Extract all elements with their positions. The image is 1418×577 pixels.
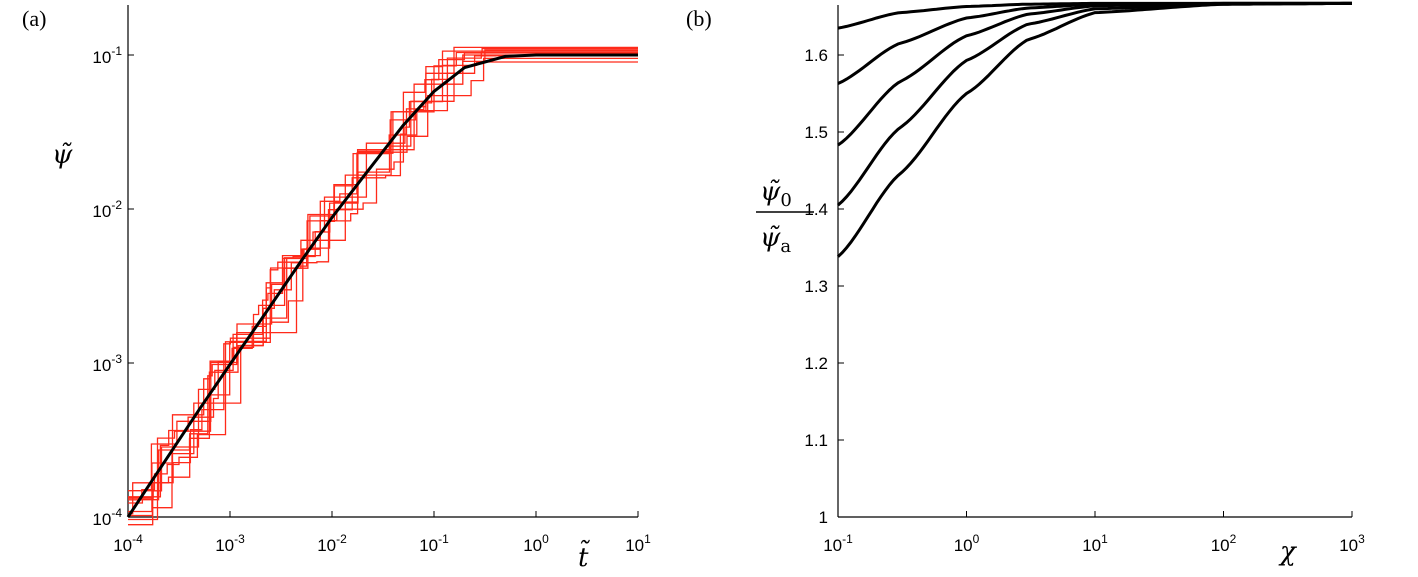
panel-a-x-tick-label: 101 <box>625 532 651 555</box>
panel-a-y-tick-label: 10-1 <box>92 44 122 67</box>
panel-a-ylabel: ψ̃ <box>52 140 73 170</box>
panel-a-mean-line <box>126 53 638 518</box>
panel-a-realisation-line <box>128 46 638 515</box>
panel-a-x-tick-label: 10-4 <box>113 532 143 555</box>
panel-a-label: (a) <box>22 6 46 31</box>
panel-b-label: (b) <box>686 6 712 31</box>
panel-b-ylabel: ψ̃0 ψ̃a <box>756 177 814 257</box>
panel-a-x-tick-label: 10-1 <box>419 532 449 555</box>
panel-a-x-tick-label: 10-2 <box>317 532 347 555</box>
panel-b-ylabel-denominator: ψ̃a <box>760 223 791 257</box>
panel-b-x-tick-label: 103 <box>1339 532 1365 555</box>
panel-a-y-tick-label: 10-4 <box>92 506 122 529</box>
panel-a-ticks: 10-4 10-3 10-2 10-1 100 101 10-4 10-3 10-2 10-1 <box>92 44 651 555</box>
panel-b-curve <box>837 1 1352 147</box>
panel-b: (b) 10-1 100 101 102 10311.11.21.31.41.51.6 … <box>686 1 1365 567</box>
panel-a-x-tick-label: 100 <box>523 532 549 555</box>
panel-a-realisation-line <box>128 51 638 498</box>
panel-b-y-tick-label: 1.1 <box>804 431 828 450</box>
panel-a-axes <box>127 5 638 518</box>
panel-b-y-tick-label: 1.4 <box>804 200 828 219</box>
panel-b-y-tick-label: 1.5 <box>804 123 828 142</box>
panel-a-realisations <box>128 46 638 526</box>
panel-a-realisation-line <box>128 55 638 504</box>
panel-b-x-tick-label: 101 <box>1082 532 1108 555</box>
panel-a-xlabel: t̃ <box>578 539 591 573</box>
panel-b-xlabel: χ <box>1278 537 1298 567</box>
panel-a-realisation-line <box>128 57 638 499</box>
panel-b-curves <box>836 1 1352 258</box>
panel-b-ylabel-numerator: ψ̃0 <box>760 177 792 211</box>
panel-b-y-tick-label: 1.3 <box>804 277 828 296</box>
panel-b-y-tick-label: 1 <box>819 508 828 527</box>
panel-a-realisation-line <box>128 54 638 492</box>
panel-a: (a) 10-4 10-3 10-2 10-1 100 10110-410-310-210… <box>22 5 651 573</box>
panel-a-realisation-line <box>128 49 638 517</box>
panel-a-realisation-line <box>128 61 638 526</box>
panel-b-x-tick-label: 102 <box>1211 532 1237 555</box>
panel-a-realisation-line <box>128 50 638 513</box>
panel-b-curve <box>836 1 1352 258</box>
panel-a-y-tick-label: 10-3 <box>92 352 122 375</box>
panel-b-x-tick-label: 100 <box>954 532 980 555</box>
panel-b-y-tick-label: 1.2 <box>804 354 828 373</box>
panel-b-ticks: 10-1 100 101 102 103 1 1.1 1.2 1.3 1.4 1.5 1.6 <box>804 46 1365 555</box>
panel-a-mean-curve <box>126 53 638 518</box>
panel-b-y-tick-label: 1.6 <box>804 46 828 65</box>
panel-a-realisation-line <box>128 47 638 501</box>
panel-a-realisation-line <box>128 52 638 521</box>
panel-a-y-tick-label: 10-2 <box>92 198 122 221</box>
panel-b-curve <box>837 1 1352 207</box>
panel-a-x-tick-label: 10-3 <box>215 532 245 555</box>
panel-b-x-tick-label: 10-1 <box>823 532 853 555</box>
panel-b-axes <box>837 5 1352 518</box>
